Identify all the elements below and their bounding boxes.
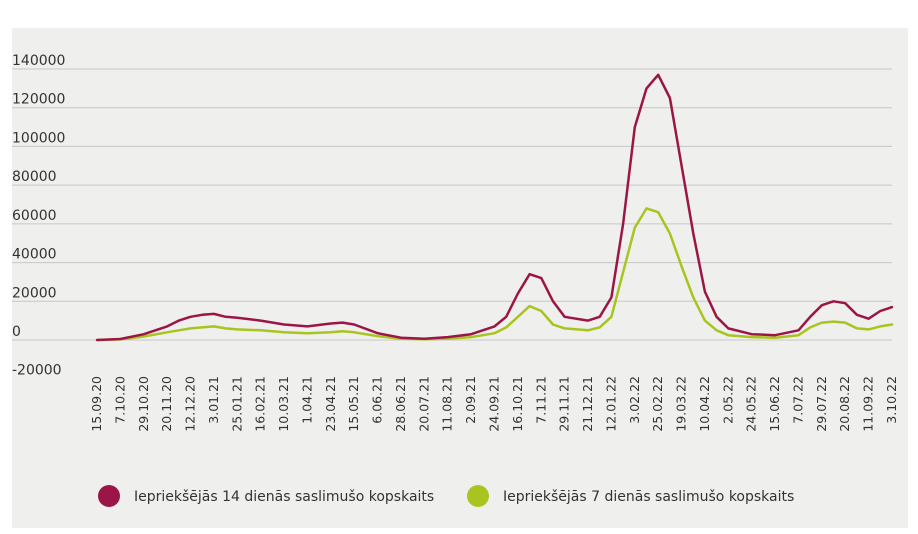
y-tick-label: 0 <box>12 324 21 340</box>
legend: Iepriekšējās 14 dienās saslimušo kopskai… <box>98 485 794 507</box>
line-chart: 140000 120000 100000 80000 60000 40000 20000 0 -… <box>12 53 899 507</box>
x-tick-label: 3.02.22 <box>627 376 642 424</box>
x-tick-label: 19.03.22 <box>674 376 689 432</box>
x-tick-label: 7.07.22 <box>790 376 805 424</box>
x-tick-label: 11.09.22 <box>861 376 876 432</box>
x-tick-label: 6.06.21 <box>370 376 385 424</box>
gridlines <box>12 68 892 341</box>
x-tick-label: 16.10.21 <box>510 376 525 432</box>
x-tick-label: 25.01.21 <box>229 376 244 432</box>
y-tick-label: -20000 <box>12 363 62 379</box>
x-tick-label: 7.11.21 <box>533 376 548 424</box>
x-tick-label: 11.08.21 <box>440 376 455 432</box>
y-tick-label: 100000 <box>12 130 65 146</box>
x-tick-label: 7.10.20 <box>112 376 127 424</box>
y-tick-label: 120000 <box>12 92 65 108</box>
x-tick-label: 12.12.20 <box>183 376 198 432</box>
x-tick-label: 3.10.22 <box>884 376 899 424</box>
x-tick-label: 23.04.21 <box>323 376 338 432</box>
x-tick-label: 25.02.22 <box>650 376 665 432</box>
y-tick-label: 40000 <box>12 247 57 263</box>
x-tick-label: 24.05.22 <box>744 376 759 432</box>
legend-label-2: Iepriekšējās 7 dienās saslimušo kopskait… <box>503 489 794 505</box>
series-line-2 <box>95 207 894 342</box>
x-tick-label: 29.11.21 <box>557 376 572 432</box>
x-tick-label: 28.06.21 <box>393 376 408 432</box>
y-tick-label: 20000 <box>12 285 57 301</box>
x-tick-label: 29.07.22 <box>814 376 829 432</box>
chart-panel: 140000 120000 100000 80000 60000 40000 20000 0 -… <box>12 28 908 528</box>
x-tick-label: 2.05.22 <box>720 376 735 424</box>
legend-swatch-2 <box>467 485 489 507</box>
legend-swatch-1 <box>98 485 120 507</box>
x-tick-label: 12.01.22 <box>603 376 618 432</box>
y-axis-ticks: 140000 120000 100000 80000 60000 40000 20000 0 -… <box>12 53 65 379</box>
x-tick-label: 21.12.21 <box>580 376 595 432</box>
x-tick-label: 16.02.21 <box>253 376 268 432</box>
y-tick-label: 60000 <box>12 208 57 224</box>
x-tick-label: 2.09.21 <box>463 376 478 424</box>
series-line-1 <box>95 73 894 342</box>
x-tick-label: 29.10.20 <box>136 376 151 432</box>
x-tick-label: 10.04.22 <box>697 376 712 432</box>
x-tick-label: 15.09.20 <box>89 376 104 432</box>
x-tick-label: 20.07.21 <box>416 376 431 432</box>
x-axis-ticks: 15.09.20 7.10.20 29.10.20 20.11.20 12.12.20 3… <box>89 376 899 432</box>
y-tick-label: 140000 <box>12 53 65 69</box>
x-tick-label: 20.11.20 <box>159 376 174 432</box>
x-tick-label: 24.09.21 <box>487 376 502 432</box>
series-lines <box>95 73 894 342</box>
x-tick-label: 1.04.21 <box>299 376 314 424</box>
x-tick-label: 20.08.22 <box>837 376 852 432</box>
x-tick-label: 3.01.21 <box>206 376 221 424</box>
x-tick-label: 15.06.22 <box>767 376 782 432</box>
x-tick-label: 15.05.21 <box>346 376 361 432</box>
legend-label-1: Iepriekšējās 14 dienās saslimušo kopskai… <box>134 489 434 505</box>
x-tick-label: 10.03.21 <box>276 376 291 432</box>
y-tick-label: 80000 <box>12 169 57 185</box>
